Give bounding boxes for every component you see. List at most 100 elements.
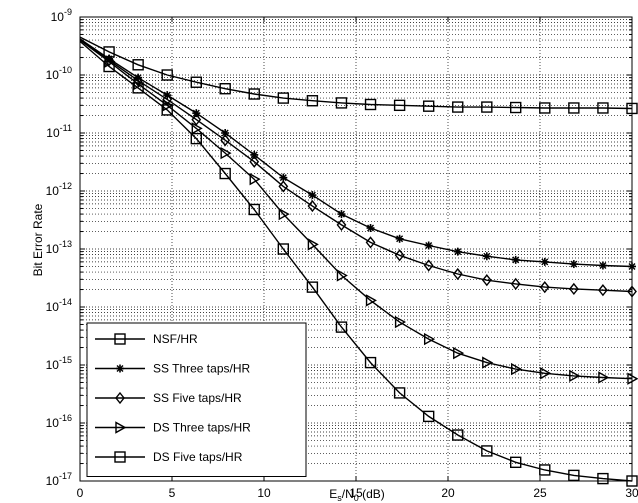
data-point (539, 102, 551, 114)
data-point (539, 281, 550, 294)
data-point (481, 445, 493, 457)
data-point (568, 102, 580, 114)
legend-entry: DS Three taps/HR (153, 421, 251, 435)
data-point (510, 456, 522, 469)
data-point (220, 134, 231, 147)
data-point (365, 294, 377, 307)
data-point (453, 247, 462, 256)
x-tick-label: 5 (169, 486, 176, 500)
data-point (393, 99, 406, 112)
series-line (79, 38, 633, 293)
marker-stroke (308, 191, 316, 199)
data-point (308, 191, 317, 200)
data-point (393, 387, 406, 399)
data-point (221, 129, 230, 137)
data-point (366, 224, 375, 233)
data-point (510, 277, 521, 291)
data-point (568, 469, 580, 482)
data-point (132, 82, 144, 94)
data-point (306, 281, 319, 293)
x-tick-label: 10 (257, 486, 271, 500)
data-point (395, 234, 404, 243)
data-point (598, 371, 610, 384)
data-point (422, 100, 435, 112)
legend-marker (115, 421, 127, 434)
legend-marker (116, 364, 124, 373)
legend-marker (115, 391, 125, 405)
marker-stroke (337, 210, 345, 218)
data-point (394, 315, 407, 329)
data-point (249, 172, 261, 186)
marker-stroke (599, 261, 607, 269)
data-point (337, 210, 346, 219)
data-point (219, 83, 231, 95)
data-point (422, 410, 435, 423)
data-point (452, 267, 463, 281)
data-point (452, 429, 464, 441)
marker-stroke (570, 260, 578, 268)
data-point (190, 132, 202, 145)
marker-stroke (425, 241, 433, 249)
marker-stroke (454, 248, 462, 256)
x-tick-label: 25 (533, 486, 547, 500)
data-point (336, 218, 347, 232)
data-point (161, 104, 173, 116)
data-point (598, 284, 608, 297)
data-point (569, 260, 578, 269)
data-point (364, 356, 377, 369)
data-point (569, 369, 581, 383)
data-point (133, 77, 145, 91)
data-point (423, 259, 434, 272)
x-tick-label: 30 (625, 486, 638, 500)
y-tick-label: 10-17 (46, 471, 72, 488)
y-tick-label: 10-10 (46, 65, 72, 82)
data-point (598, 261, 607, 270)
legend-box (86, 322, 307, 477)
series-3 (79, 38, 637, 298)
legend-entry: SS Five taps/HR (153, 391, 242, 405)
series-5 (79, 40, 638, 487)
data-point (481, 101, 493, 113)
data-point (307, 238, 319, 251)
marker-stroke (192, 109, 200, 117)
legend-entry: SS Three taps/HR (153, 362, 250, 376)
data-point (423, 332, 436, 346)
y-tick-label: 10-11 (46, 123, 72, 140)
marker-stroke (250, 151, 258, 159)
data-point (510, 101, 522, 114)
marker-stroke (116, 365, 124, 372)
data-point (249, 155, 260, 168)
data-point (597, 472, 609, 485)
data-point (192, 109, 201, 118)
data-point (365, 236, 376, 249)
legend-marker (114, 333, 126, 345)
data-point (424, 241, 433, 250)
tick-labels: 0 5 10 15 20 25 30 10-17 10-16 10-15 10-14 10-13 10-… (46, 7, 638, 500)
marker-stroke (512, 256, 520, 264)
data-point (539, 464, 551, 476)
data-point (191, 122, 203, 135)
data-point (248, 88, 260, 100)
marker-stroke (367, 224, 375, 232)
data-point (482, 252, 491, 261)
data-point (103, 60, 115, 73)
data-point (481, 274, 492, 287)
legend: NSF/HR SS Three taps/HR SS Five taps/HR DS … (86, 322, 307, 477)
legend-marker (114, 451, 126, 463)
x-tick-label: 15 (349, 486, 363, 500)
data-point (278, 180, 289, 193)
data-point (190, 76, 202, 88)
marker-stroke (279, 174, 287, 182)
y-tick-label: 10-12 (46, 181, 72, 198)
data-point (219, 167, 231, 180)
data-point (540, 257, 549, 266)
data-point (277, 243, 290, 255)
data-point (220, 146, 232, 160)
data-point (364, 98, 377, 111)
data-point (452, 101, 464, 113)
series-1 (79, 36, 638, 115)
y-tick-label: 10-13 (46, 239, 72, 256)
data-point (453, 346, 465, 360)
x-tick-label: 20 (441, 486, 455, 500)
